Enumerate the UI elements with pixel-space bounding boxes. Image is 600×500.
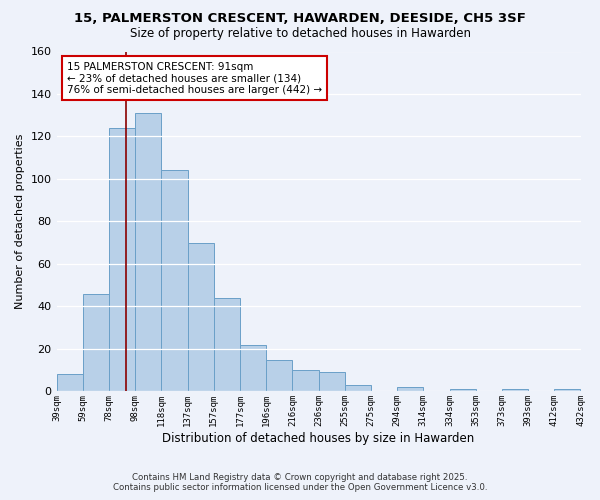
Bar [319,372,345,392]
Text: 15 PALMERSTON CRESCENT: 91sqm
← 23% of detached houses are smaller (134)
76% of : 15 PALMERSTON CRESCENT: 91sqm ← 23% of d… [67,62,322,95]
Bar [292,370,319,392]
Bar [449,390,476,392]
Bar [214,298,240,392]
Bar [554,390,580,392]
Bar [345,385,371,392]
Bar [266,360,292,392]
Bar [188,242,214,392]
Text: 15, PALMERSTON CRESCENT, HAWARDEN, DEESIDE, CH5 3SF: 15, PALMERSTON CRESCENT, HAWARDEN, DEESI… [74,12,526,26]
Bar [109,128,135,392]
Bar [83,294,109,392]
Bar [397,387,424,392]
Text: Contains HM Land Registry data © Crown copyright and database right 2025.
Contai: Contains HM Land Registry data © Crown c… [113,473,487,492]
Text: Size of property relative to detached houses in Hawarden: Size of property relative to detached ho… [130,28,470,40]
Bar [502,390,528,392]
Bar [161,170,188,392]
X-axis label: Distribution of detached houses by size in Hawarden: Distribution of detached houses by size … [163,432,475,445]
Bar [240,344,266,392]
Bar [135,113,161,392]
Y-axis label: Number of detached properties: Number of detached properties [15,134,25,309]
Bar [56,374,83,392]
